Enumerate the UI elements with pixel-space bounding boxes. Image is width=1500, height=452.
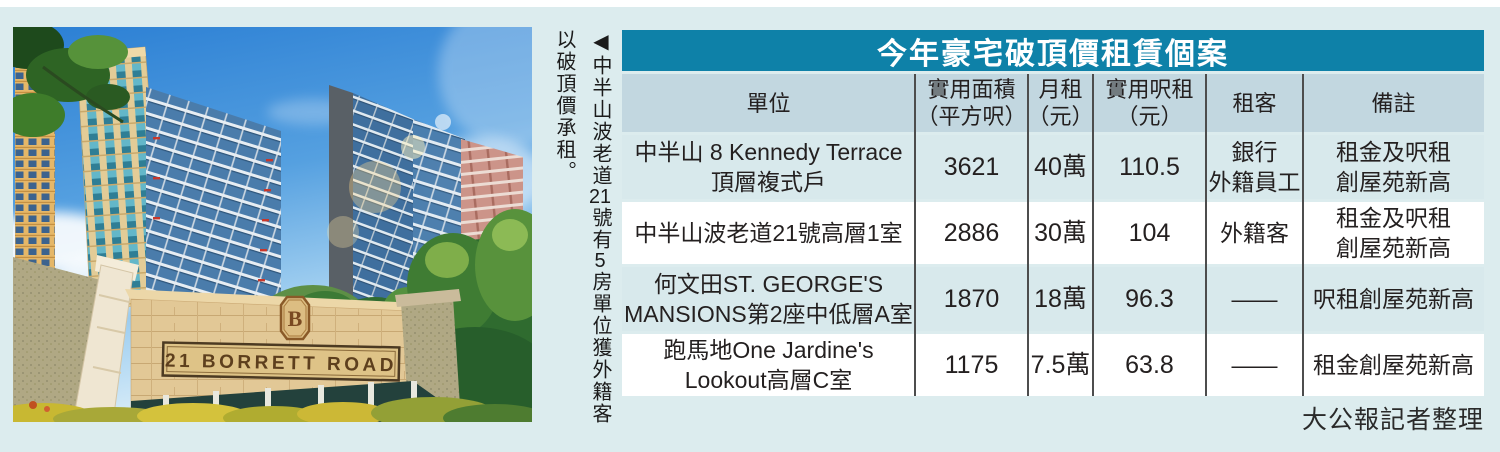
- building-photo-illustration: B 21 BORRETT ROAD: [13, 27, 532, 422]
- b-emblem: B: [279, 295, 311, 341]
- foliage: [13, 27, 130, 137]
- stone-pillar-left: [72, 264, 134, 422]
- caption-arrow-and-text: ◀中半山波老道: [589, 29, 611, 187]
- center-left-tower: [146, 87, 281, 345]
- column-divider: [1092, 74, 1094, 396]
- table-header-row: 單位 實用面積 （平方呎） 月租 （元） 實用呎租 （元） 租客 備註: [622, 74, 1484, 132]
- column-divider: [1027, 74, 1029, 396]
- photo-caption: ◀中半山波老道21號有5房單位獲外籍客 以破頂價承租。: [553, 29, 611, 425]
- cell-remarks: 租金及呎租 創屋苑新高: [1336, 139, 1451, 195]
- cell-rent: 30萬: [1034, 219, 1087, 247]
- cell-tenant: 外籍客: [1220, 220, 1289, 246]
- table-row: 中半山波老道21號高層1室 2886 30萬 104 外籍客 租金及呎租 創屋苑新…: [622, 202, 1484, 264]
- source-credit: 大公報記者整理: [1301, 406, 1484, 434]
- b-emblem-letter: B: [288, 306, 303, 331]
- table-title: 今年豪宅破頂價租賃個案: [622, 30, 1484, 71]
- cell-tenant: 銀行 外籍員工: [1208, 139, 1301, 195]
- table-row: 何文田ST. GEORGE'S MANSIONS第2座中低層A室 1870 18萬…: [622, 267, 1484, 331]
- cell-psf: 63.8: [1125, 351, 1174, 379]
- cell-unit: 中半山 8 Kennedy Terrace 頂層複式戶: [634, 139, 903, 195]
- column-divider: [914, 74, 916, 396]
- column-divider: [1205, 74, 1207, 396]
- cell-unit: 何文田ST. GEORGE'S MANSIONS第2座中低層A室: [624, 271, 913, 327]
- shrubs: [13, 397, 532, 422]
- cell-rent: 18萬: [1034, 285, 1087, 313]
- cell-psf: 110.5: [1119, 153, 1180, 181]
- cell-area: 1870: [943, 285, 1000, 313]
- cell-area: 3621: [943, 153, 1000, 181]
- column-header-area: 實用面積 （平方呎）: [916, 77, 1027, 129]
- property-photo: B 21 BORRETT ROAD: [13, 27, 532, 422]
- table-row: 跑馬地One Jardine's Lookout高層C室 1175 7.5萬 63…: [622, 334, 1484, 396]
- rental-records-table: 今年豪宅破頂價租賃個案 單位 實用面積 （平方呎） 月租 （元） 實用呎租 （元） 租…: [622, 30, 1484, 396]
- cell-unit: 中半山波老道21號高層1室: [634, 220, 903, 246]
- cell-psf: 96.3: [1125, 285, 1174, 313]
- column-header-unit: 單位: [746, 90, 791, 116]
- cell-area: 1175: [944, 351, 999, 379]
- cell-area: 2886: [943, 219, 1000, 247]
- column-header-tenant: 租客: [1232, 90, 1277, 116]
- cell-tenant: ——: [1231, 286, 1278, 312]
- table-row: 中半山 8 Kennedy Terrace 頂層複式戶 3621 40萬 110.…: [622, 135, 1484, 199]
- borrett-road-sign: 21 BORRETT ROAD: [161, 341, 401, 382]
- red-accents: [153, 137, 273, 282]
- cell-unit: 跑馬地One Jardine's Lookout高層C室: [663, 337, 874, 393]
- granite-wall: [13, 257, 108, 422]
- cell-remarks: 呎租創屋苑新高: [1313, 286, 1474, 312]
- cell-rent: 40萬: [1034, 153, 1087, 181]
- column-header-rent: 月租 （元）: [1027, 77, 1094, 129]
- cell-psf: 104: [1128, 219, 1171, 247]
- cell-tenant: ——: [1231, 352, 1278, 378]
- cell-remarks: 租金創屋苑新高: [1313, 352, 1474, 378]
- column-header-remarks: 備註: [1371, 90, 1416, 116]
- borrett-road-sign-text: 21 BORRETT ROAD: [165, 351, 397, 377]
- cell-rent: 7.5萬: [1030, 351, 1091, 379]
- column-divider: [1302, 74, 1304, 396]
- cell-remarks: 租金及呎租 創屋苑新高: [1336, 205, 1451, 261]
- column-header-psf: 實用呎租 （元）: [1105, 77, 1194, 129]
